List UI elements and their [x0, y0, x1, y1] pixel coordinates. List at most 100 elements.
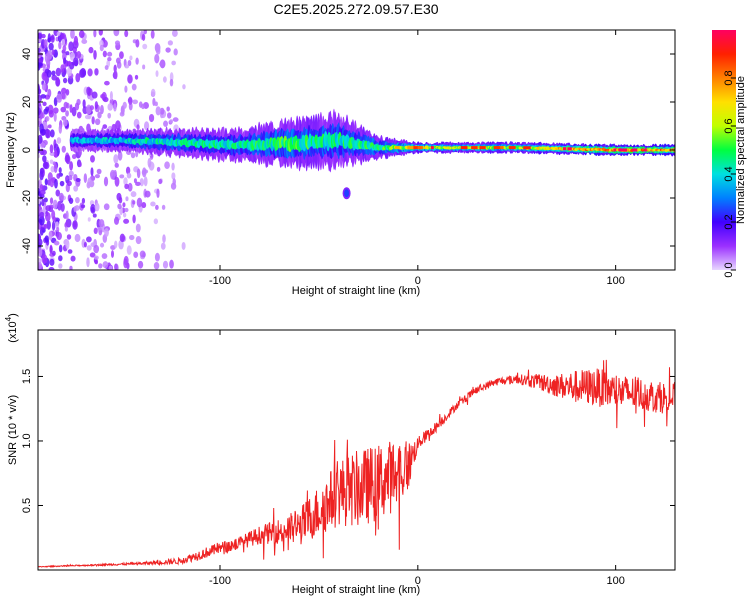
noise-speck [172, 178, 176, 186]
noise-speck [51, 221, 56, 231]
noise-speck [102, 50, 107, 58]
noise-speck [73, 205, 77, 213]
noise-speck [167, 112, 172, 119]
noise-speck [154, 53, 160, 64]
noise-speck [171, 162, 175, 171]
noise-speck [47, 124, 52, 129]
spectral-peak [394, 146, 400, 150]
noise-speck [150, 30, 155, 39]
spectrogram-x-tick-label: -100 [209, 275, 231, 287]
noise-speck [103, 203, 110, 211]
noise-speck [73, 57, 79, 67]
noise-speck [169, 259, 174, 269]
noise-speck [65, 239, 70, 250]
noise-speck [142, 43, 148, 50]
noise-speck [52, 199, 58, 210]
noise-speck [84, 114, 91, 120]
spectrogram-y-label: Frequency (Hz) [5, 112, 17, 188]
spectrogram-y-tick-label: -20 [21, 190, 33, 206]
colorbar-tick-label: 0.2 [723, 214, 735, 229]
noise-speck [161, 204, 166, 210]
noise-speck [155, 70, 159, 78]
snr-series-line [38, 359, 675, 568]
noise-speck [91, 116, 95, 125]
spectral-peak [644, 148, 647, 152]
noise-speck [123, 218, 130, 224]
noise-speck [48, 109, 55, 118]
noise-speck [86, 123, 91, 133]
noise-speck [94, 101, 99, 110]
noise-speck [155, 204, 159, 210]
noise-speck [125, 166, 131, 175]
noise-speck [86, 257, 90, 268]
noise-speck [61, 38, 66, 46]
noise-speck [115, 57, 121, 64]
noise-speck [43, 38, 48, 49]
noise-speck [61, 33, 65, 40]
noise-speck [133, 178, 137, 184]
noise-speck [163, 120, 169, 127]
noise-speck [123, 177, 128, 186]
noise-speck [159, 61, 164, 67]
noise-speck [114, 216, 120, 225]
noise-speck [41, 71, 48, 81]
noise-speck [65, 51, 70, 56]
noise-speck [108, 265, 113, 270]
noise-speck [127, 182, 133, 192]
noise-speck [53, 97, 58, 107]
noise-speck [92, 213, 97, 218]
spectral-peak [500, 146, 504, 150]
noise-speck [114, 263, 119, 270]
noise-speck [102, 39, 108, 48]
spectral-peak [493, 146, 501, 150]
colorbar: 0.0 0.2 0.4 0.6 0.8 Normalized spectral ampl… [712, 30, 747, 278]
noise-speck [102, 261, 109, 269]
noise-speck [93, 255, 99, 260]
noise-speck [93, 49, 97, 60]
noise-speck [128, 96, 133, 105]
noise-speck [113, 64, 117, 73]
noise-speck [124, 183, 129, 190]
noise-speck [45, 205, 51, 212]
spectrogram-x-label: Height of straight line (km) [292, 285, 420, 297]
noise-speck [100, 104, 104, 115]
noise-speck [104, 228, 109, 237]
colorbar-tick-label: 0.6 [723, 118, 735, 133]
noise-speck [69, 161, 74, 171]
noise-speck [65, 210, 69, 220]
noise-speck [162, 260, 169, 269]
noise-speck [74, 233, 81, 243]
noise-speck [38, 57, 44, 64]
noise-speck [154, 101, 158, 107]
noise-speck [73, 35, 79, 46]
noise-speck [56, 232, 62, 241]
noise-speck [51, 74, 58, 81]
colorbar-tick-label: 0.0 [723, 262, 735, 277]
noise-speck [76, 111, 82, 119]
noise-speck [114, 70, 118, 80]
noise-speck [122, 101, 127, 109]
spectral-peak [523, 146, 531, 150]
noise-speck [56, 137, 62, 144]
noise-speck [58, 244, 63, 253]
noise-speck [68, 197, 74, 204]
noise-speck [44, 178, 48, 186]
noise-speck [99, 44, 104, 52]
noise-speck [58, 167, 62, 174]
noise-speck [64, 226, 69, 232]
noise-speck [113, 30, 120, 37]
noise-speck [38, 47, 41, 53]
noise-speck [160, 242, 166, 250]
noise-speck [141, 167, 147, 178]
noise-speck [135, 223, 141, 233]
spectral-peak [460, 146, 468, 150]
noise-speck [56, 173, 61, 179]
noise-speck [118, 196, 123, 204]
noise-speck [75, 178, 81, 183]
noise-speck [153, 218, 159, 225]
noise-speck [49, 129, 55, 138]
noise-speck [94, 118, 101, 126]
noise-speck [74, 102, 80, 111]
noise-speck [107, 103, 113, 111]
noise-speck [62, 77, 68, 84]
